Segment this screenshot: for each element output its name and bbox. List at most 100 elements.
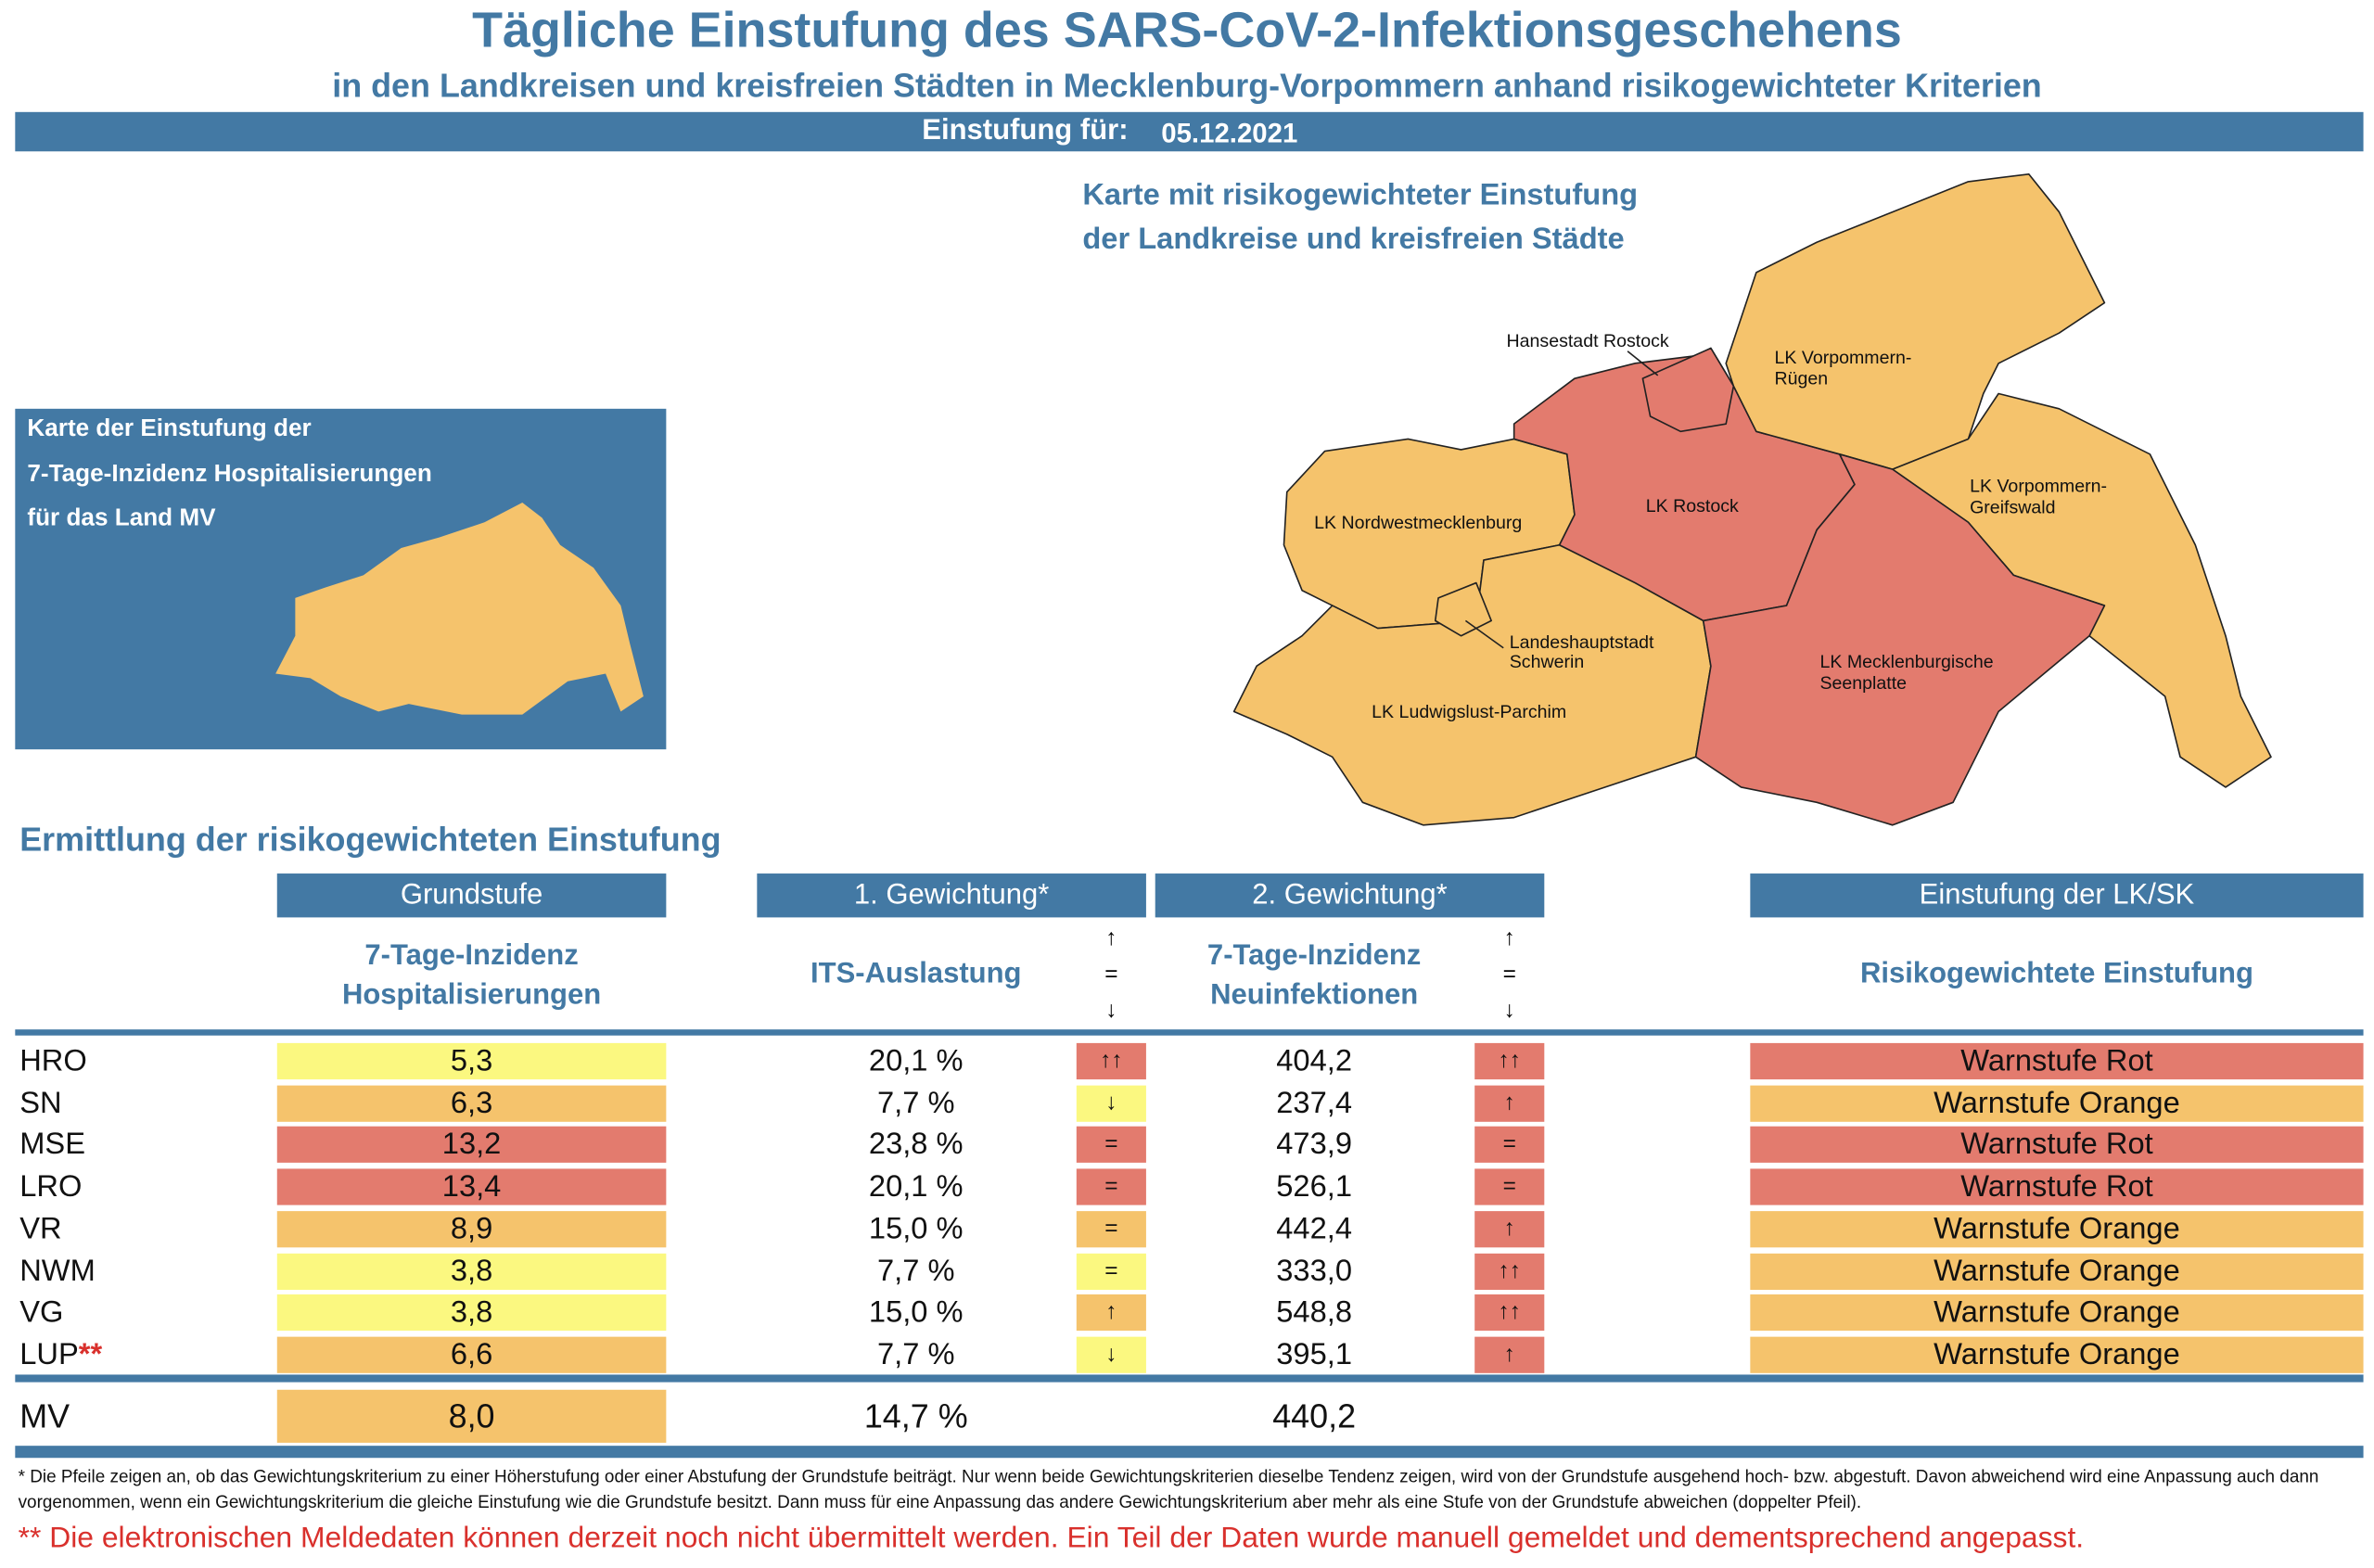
hospitalization: 13,2 — [276, 1127, 667, 1164]
incidence-trend: ↑↑ — [1474, 1042, 1545, 1080]
map-title: der Landkreise und kreisfreien Städte — [1082, 222, 1625, 256]
region-label: Schwerin — [1510, 652, 1585, 672]
rating: Warnstufe Orange — [1750, 1210, 2364, 1247]
rating: Warnstufe Orange — [1750, 1294, 2364, 1332]
region: VG — [19, 1294, 262, 1331]
its: 23,8 % — [868, 1128, 964, 1162]
region-name: VR — [19, 1212, 62, 1246]
trend-legend: ↓ — [1503, 997, 1515, 1024]
its: 7,7 % — [876, 1338, 955, 1372]
its: 7,7 % — [876, 1254, 955, 1288]
region-lup — [1232, 543, 1712, 826]
region-label: Hansestadt Rostock — [1506, 331, 1668, 351]
region-label: LK Vorpommern- — [1970, 477, 2107, 497]
hospitalization: 5,3 — [276, 1042, 667, 1080]
its: 7,7 % — [876, 1086, 955, 1120]
date: 05.12.2021 — [1161, 118, 1298, 148]
region-name: MSE — [19, 1128, 85, 1162]
incidence-trend: = — [1474, 1127, 1545, 1164]
region-label: LK Nordwestmecklenburg — [1314, 513, 1522, 533]
rating: Warnstufe Orange — [1750, 1253, 2364, 1290]
inset-text: für das Land MV — [27, 505, 216, 532]
rating: Warnstufe Orange — [1750, 1085, 2364, 1122]
hospitalization: 6,6 — [276, 1336, 667, 1373]
hospitalization: 6,3 — [276, 1085, 667, 1122]
hospitalization: 3,8 — [276, 1294, 667, 1332]
incidence-trend: = — [1474, 1168, 1545, 1205]
incidence: 440,2 — [1272, 1396, 1357, 1435]
its: 14,7 % — [863, 1396, 968, 1435]
incidence-trend: ↑ — [1474, 1085, 1545, 1122]
region: LRO — [19, 1169, 262, 1205]
incidence-trend: ↑ — [1474, 1210, 1545, 1247]
inset-text: 7-Tage-Inzidenz Hospitalisierungen — [27, 461, 432, 488]
incidence: 237,4 — [1276, 1086, 1353, 1120]
trend-legend: = — [1104, 961, 1118, 988]
region-label: Landeshauptstadt — [1510, 632, 1654, 653]
incidence-trend: ↑↑ — [1474, 1294, 1545, 1332]
its-trend: = — [1076, 1253, 1146, 1290]
region-label: Rügen — [1774, 369, 1828, 389]
rating: Warnstufe Orange — [1750, 1336, 2364, 1373]
incidence: 473,9 — [1276, 1128, 1353, 1162]
region-name: LUP — [19, 1338, 79, 1372]
trend-legend: ↑ — [1105, 924, 1117, 951]
hospitalization: 8,0 — [276, 1389, 667, 1443]
its-trend: ↑ — [1076, 1294, 1146, 1332]
rating: Warnstufe Rot — [1750, 1168, 2364, 1205]
hospitalization: 13,4 — [276, 1168, 667, 1205]
rule — [15, 1446, 2364, 1459]
group-header: Grundstufe — [276, 873, 667, 918]
its: 20,1 % — [868, 1044, 964, 1078]
incidence: 526,1 — [1276, 1170, 1353, 1205]
group-header: 2. Gewichtung* — [1155, 873, 1545, 918]
hospitalization: 3,8 — [276, 1253, 667, 1290]
trend-legend: ↓ — [1105, 997, 1117, 1024]
footnote: * Die Pfeile zeigen an, ob das Gewichtun… — [18, 1467, 2319, 1513]
region-map: Hansestadt Rostock LK Vorpommern- Rügen … — [1232, 172, 2272, 826]
column-header: Neuinfektionen — [1210, 979, 1419, 1012]
trend-legend: ↑ — [1503, 924, 1515, 951]
region-hro — [1641, 347, 1735, 433]
region-label: LK Rostock — [1646, 496, 1739, 516]
region: LUP** — [19, 1336, 262, 1372]
subtitle: in den Landkreisen und kreisfreien Städt… — [332, 66, 2042, 105]
inset-map — [275, 503, 644, 715]
region-mse — [1694, 453, 2106, 826]
map-title: Karte mit risikogewichteter Einstufung — [1082, 178, 1639, 212]
leader-line — [1464, 619, 1504, 649]
region-name: NWM — [19, 1254, 96, 1288]
region: MSE — [19, 1127, 262, 1163]
region-label: Seenplatte — [1819, 673, 1907, 694]
incidence: 404,2 — [1276, 1044, 1353, 1078]
its-trend: = — [1076, 1210, 1146, 1247]
group-header: 1. Gewichtung* — [757, 873, 1146, 918]
rating: Warnstufe Rot — [1750, 1042, 2364, 1080]
incidence: 442,4 — [1276, 1212, 1353, 1246]
its: 15,0 % — [868, 1212, 964, 1246]
column-header: 7-Tage-Inzidenz — [1206, 939, 1422, 973]
its-trend: = — [1076, 1168, 1146, 1205]
region-name: LRO — [19, 1170, 83, 1205]
inset-map-shape — [275, 503, 644, 715]
note-marker: ** — [78, 1338, 103, 1372]
incidence: 548,8 — [1276, 1295, 1353, 1330]
date-label: Einstufung für: — [922, 115, 1129, 147]
region-name: VG — [19, 1295, 64, 1330]
incidence-trend: ↑ — [1474, 1336, 1545, 1373]
trend-legend: = — [1502, 961, 1516, 988]
region-label: Greifswald — [1970, 497, 2055, 517]
region-vr — [1725, 172, 2106, 470]
region-label: LK Vorpommern- — [1774, 348, 1911, 368]
rule — [15, 1029, 2364, 1036]
incidence: 333,0 — [1276, 1254, 1353, 1288]
data-note: ** Die elektronischen Meldedaten können … — [18, 1521, 2085, 1555]
region-name: SN — [19, 1086, 62, 1120]
region-label: LK Ludwigslust-Parchim — [1372, 702, 1566, 722]
column-header: 7-Tage-Inzidenz — [364, 939, 579, 973]
rule — [15, 1374, 2364, 1383]
region-label: LK Mecklenburgische — [1819, 652, 1993, 672]
region: VR — [19, 1211, 262, 1247]
